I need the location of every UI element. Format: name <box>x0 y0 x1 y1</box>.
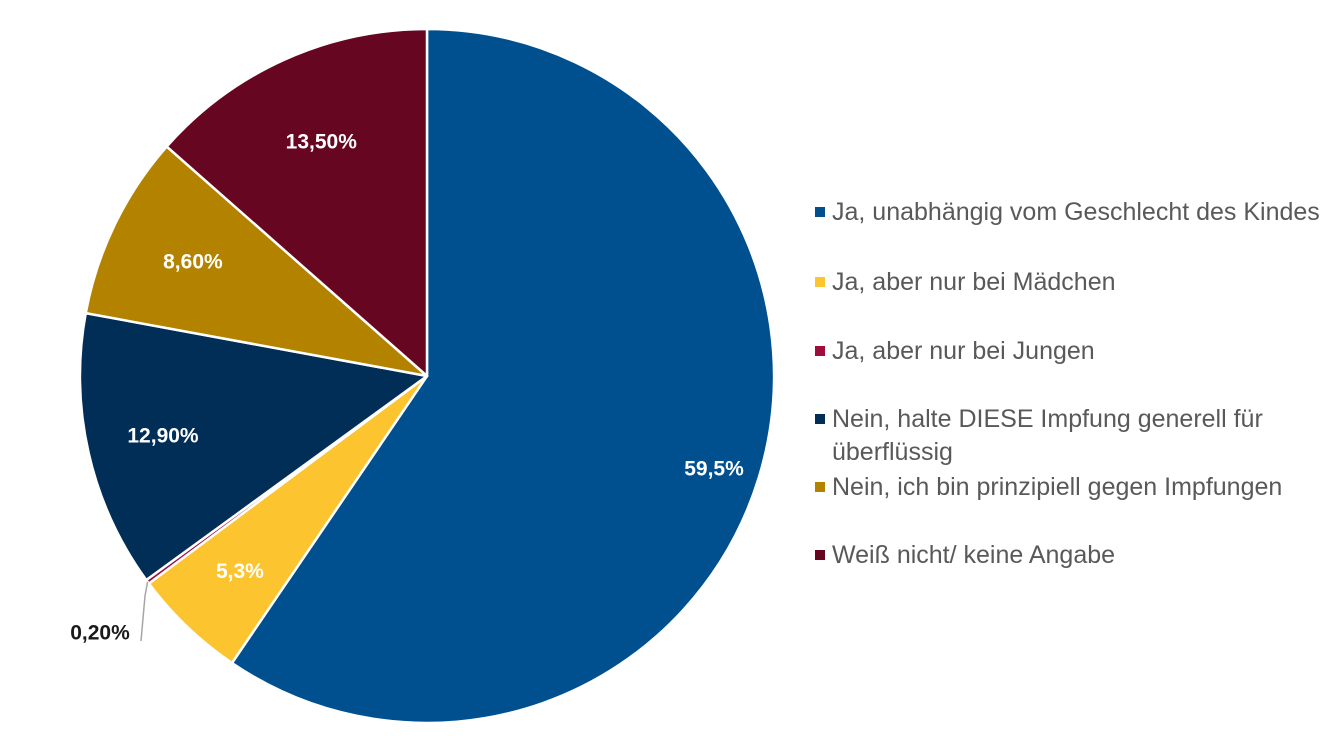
data-label-nein-halte-diese-impfung-generell-fur-uberflussig: 12,90% <box>127 424 199 447</box>
legend-item-weiss-nicht-keine-angabe: Weiß nicht/ keine Angabe <box>815 539 1327 572</box>
legend-swatch <box>815 414 825 424</box>
data-label-weiss-nicht-keine-angabe: 13,50% <box>286 131 358 154</box>
legend-swatch <box>815 346 825 356</box>
legend-swatch <box>815 207 825 217</box>
legend-label: Ja, unabhängig vom Geschlecht des Kindes <box>832 198 1320 226</box>
legend-label: Weiß nicht/ keine Angabe <box>832 541 1116 569</box>
pie-chart: 59,5% 5,3% 0,20% 12,90% 8,60% 13,50% <box>70 27 776 725</box>
data-label-ja-unabhangig-vom-geschlecht-des-kindes: 59,5% <box>684 458 744 481</box>
legend-swatch <box>815 550 825 560</box>
legend-swatch <box>815 277 825 287</box>
pie-slice-nein-halte-diese-impfung-generell-fur-uberflussig <box>78 311 429 582</box>
legend-item-ja-unabhangig-vom-geschlecht-des-kindes: Ja, unabhängig vom Geschlecht des Kindes <box>815 196 1327 229</box>
legend-label: Ja, aber nur bei Mädchen <box>832 268 1116 296</box>
legend-item-nein-halte-diese-impfung-generell-fur-uberflussig: Nein, halte DIESE Impfung generell für ü… <box>815 403 1327 469</box>
data-label-ja-aber-nur-bei-jungen: 0,20% <box>70 622 130 645</box>
pie-slice-ja-unabhangig-vom-geschlecht-des-kindes <box>230 27 776 725</box>
leader-line-ja-aber-nur-bei-jungen <box>140 581 149 642</box>
legend-label: Nein, ich bin prinzipiell gegen Impfunge… <box>832 473 1283 501</box>
legend-item-nein-ich-bin-prinzipiell-gegen-impfungen: Nein, ich bin prinzipiell gegen Impfunge… <box>815 471 1327 504</box>
pie-slice-nein-ich-bin-prinzipiell-gegen-impfungen <box>84 145 429 378</box>
legend-label: Nein, halte DIESE Impfung generell für ü… <box>832 405 1263 466</box>
data-label-ja-aber-nur-bei-madchen: 5,3% <box>216 560 264 583</box>
legend-item-ja-aber-nur-bei-jungen: Ja, aber nur bei Jungen <box>815 335 1327 368</box>
legend-item-ja-aber-nur-bei-madchen: Ja, aber nur bei Mädchen <box>815 266 1327 299</box>
pie-slice-weiss-nicht-keine-angabe <box>165 27 429 378</box>
legend-swatch <box>815 482 825 492</box>
data-label-nein-ich-bin-prinzipiell-gegen-impfungen: 8,60% <box>163 251 223 274</box>
legend-label: Ja, aber nur bei Jungen <box>832 337 1095 365</box>
